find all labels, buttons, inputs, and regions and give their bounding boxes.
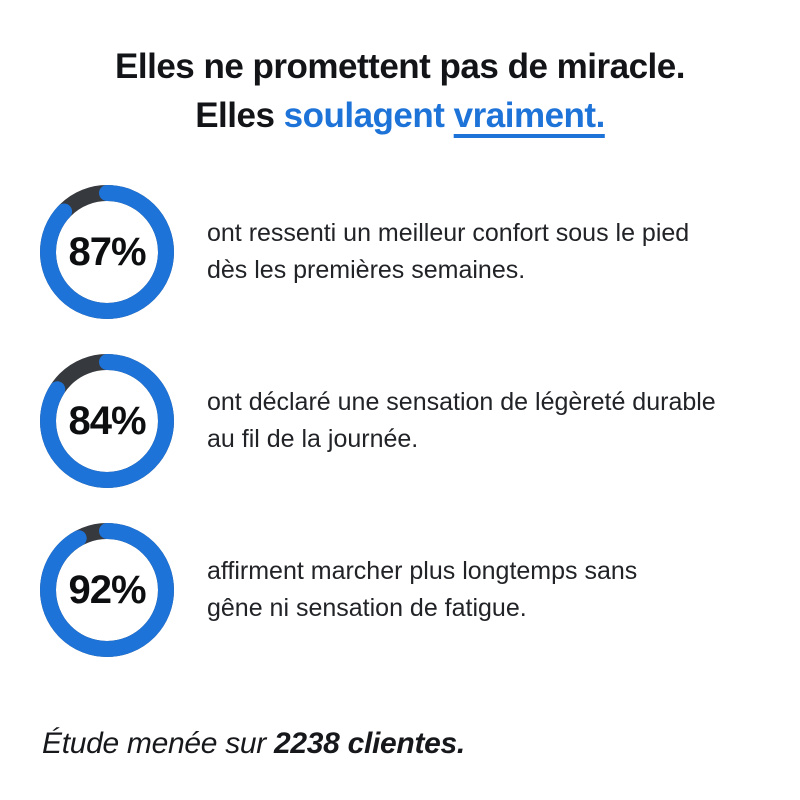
progress-ring-87: 87% bbox=[40, 185, 174, 319]
ring-progress-arc bbox=[40, 185, 174, 319]
study-note-emphasis: 2238 clientes. bbox=[274, 727, 465, 760]
stat-text: affirment marcher plus longtemps sans gê… bbox=[207, 557, 638, 622]
stat-row: 87% ont ressenti un meilleur confort sou… bbox=[40, 185, 800, 319]
headline-line-1: Elles ne promettent pas de miracle. bbox=[115, 47, 685, 86]
headline-highlight: soulagent bbox=[283, 96, 454, 135]
progress-ring-84: 84% bbox=[40, 354, 174, 488]
headline-underlined-word: vraiment. bbox=[453, 96, 606, 135]
headline-line-2: Elles soulagent vraiment. bbox=[0, 91, 800, 140]
headline: Elles ne promettent pas de miracle. Elle… bbox=[0, 0, 800, 140]
headline-line-2-prefix: Elles bbox=[195, 96, 284, 135]
stats-list: 87% ont ressenti un meilleur confort sou… bbox=[0, 185, 800, 657]
study-note: Étude menée sur 2238 clientes. bbox=[0, 727, 800, 761]
stat-row: 84% ont déclaré une sensation de légèret… bbox=[40, 354, 800, 488]
stat-text: ont déclaré une sensation de légèreté du… bbox=[207, 388, 716, 453]
stat-text: ont ressenti un meilleur confort sous le… bbox=[207, 219, 690, 284]
ring-progress-arc bbox=[40, 523, 174, 657]
stat-row: 92% affirment marcher plus longtemps san… bbox=[40, 523, 800, 657]
percent-label: 92% bbox=[68, 567, 146, 612]
percent-label: 87% bbox=[68, 229, 146, 274]
study-note-prefix: Étude menée sur bbox=[42, 727, 275, 760]
ring-progress-arc bbox=[40, 354, 174, 488]
progress-ring-92: 92% bbox=[40, 523, 174, 657]
percent-label: 84% bbox=[68, 398, 146, 443]
